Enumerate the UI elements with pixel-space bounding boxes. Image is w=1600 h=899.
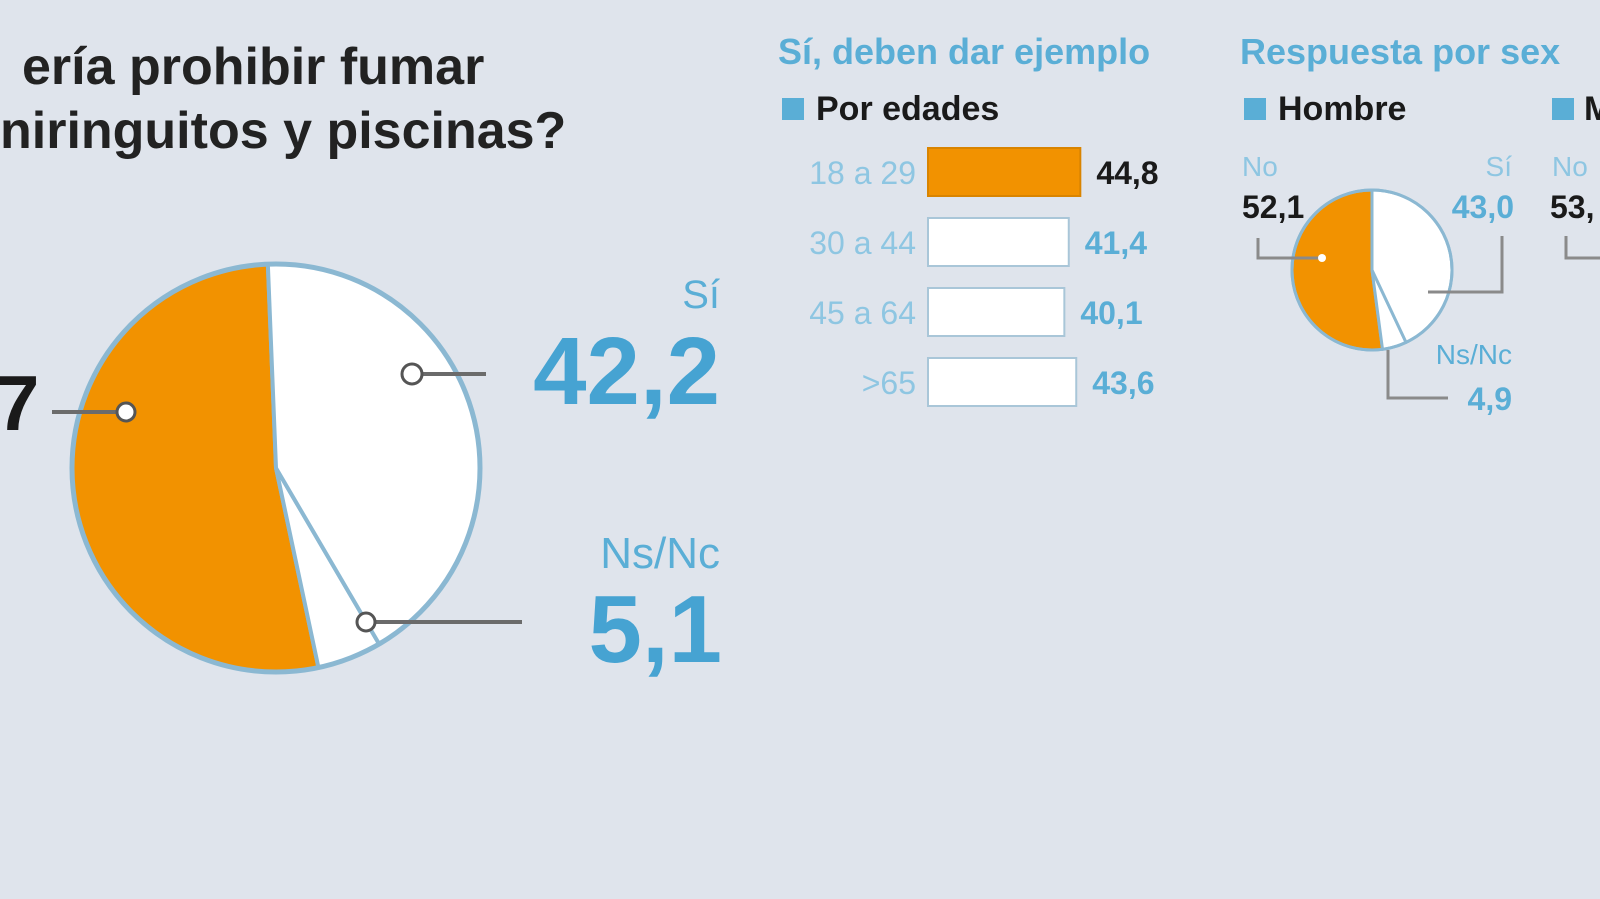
age-bar-value: 43,6 xyxy=(1092,365,1154,401)
age-category-label: 30 a 44 xyxy=(809,225,916,261)
title-line-1: ería prohibir fumar xyxy=(22,38,484,96)
age-bar xyxy=(927,147,1082,197)
leader-hombre-si xyxy=(1428,236,1504,294)
hombre-nsnc-label: Ns/Nc xyxy=(1436,339,1512,370)
age-bar xyxy=(927,217,1070,267)
leader-hombre-no xyxy=(1256,238,1322,260)
age-bar xyxy=(927,287,1066,337)
hombre-si-label: Sí xyxy=(1486,151,1513,182)
leader-hombre-no-dot xyxy=(1318,254,1326,262)
hombre-pie-outline xyxy=(1290,188,1454,352)
hombre-pie-slice-no xyxy=(1290,188,1385,352)
hombre-legend-label: Hombre xyxy=(1278,90,1406,128)
main-nsnc-label: Ns/Nc xyxy=(600,529,720,578)
age-category-label: >65 xyxy=(862,365,916,401)
hombre-no-label: No xyxy=(1242,151,1278,182)
ages-heading: Sí, deben dar ejemplo xyxy=(778,31,1150,72)
leader-mujer-no xyxy=(1564,236,1600,260)
sex-heading: Respuesta por sex xyxy=(1240,31,1560,72)
title-line-2: niringuitos y piscinas? xyxy=(0,102,566,160)
leader-hombre-nsnc xyxy=(1386,350,1448,400)
main-nsnc-value: 5,1 xyxy=(589,576,722,683)
age-bar xyxy=(927,357,1078,407)
main-pie-leaders xyxy=(52,362,522,633)
leader-no-dot xyxy=(115,401,137,423)
main-si-value: 42,2 xyxy=(533,318,720,425)
mujer-legend-label: M xyxy=(1584,90,1600,128)
age-bar-value: 41,4 xyxy=(1085,225,1147,261)
main-no-value-fragment: 7 xyxy=(0,359,39,447)
age-bar-value: 40,1 xyxy=(1080,295,1142,331)
main-pie-outline xyxy=(69,261,483,675)
ages-legend-swatch xyxy=(782,98,804,120)
main-pie xyxy=(69,261,483,675)
mujer-no-label: No xyxy=(1552,151,1588,182)
age-category-label: 18 a 29 xyxy=(809,155,916,191)
hombre-legend-swatch xyxy=(1244,98,1266,120)
mujer-no-value: 53, xyxy=(1550,189,1594,225)
hombre-nsnc-value: 4,9 xyxy=(1468,381,1512,417)
ages-legend-label: Por edades xyxy=(816,90,999,128)
hombre-leaders xyxy=(1256,236,1600,400)
age-bars: 18 a 29 44,8 30 a 44 41,4 45 a 64 40,1 >65 43,6 xyxy=(809,147,1159,407)
leader-si-dot xyxy=(400,362,424,386)
age-bar-value: 44,8 xyxy=(1096,155,1158,191)
main-si-label: Sí xyxy=(682,273,720,317)
age-category-label: 45 a 64 xyxy=(809,295,916,331)
hombre-si-value: 43,0 xyxy=(1452,189,1514,225)
hombre-no-value: 52,1 xyxy=(1242,189,1304,225)
hombre-pie xyxy=(1290,188,1454,352)
leader-nsnc-dot xyxy=(355,611,377,633)
mujer-legend-swatch xyxy=(1552,98,1574,120)
